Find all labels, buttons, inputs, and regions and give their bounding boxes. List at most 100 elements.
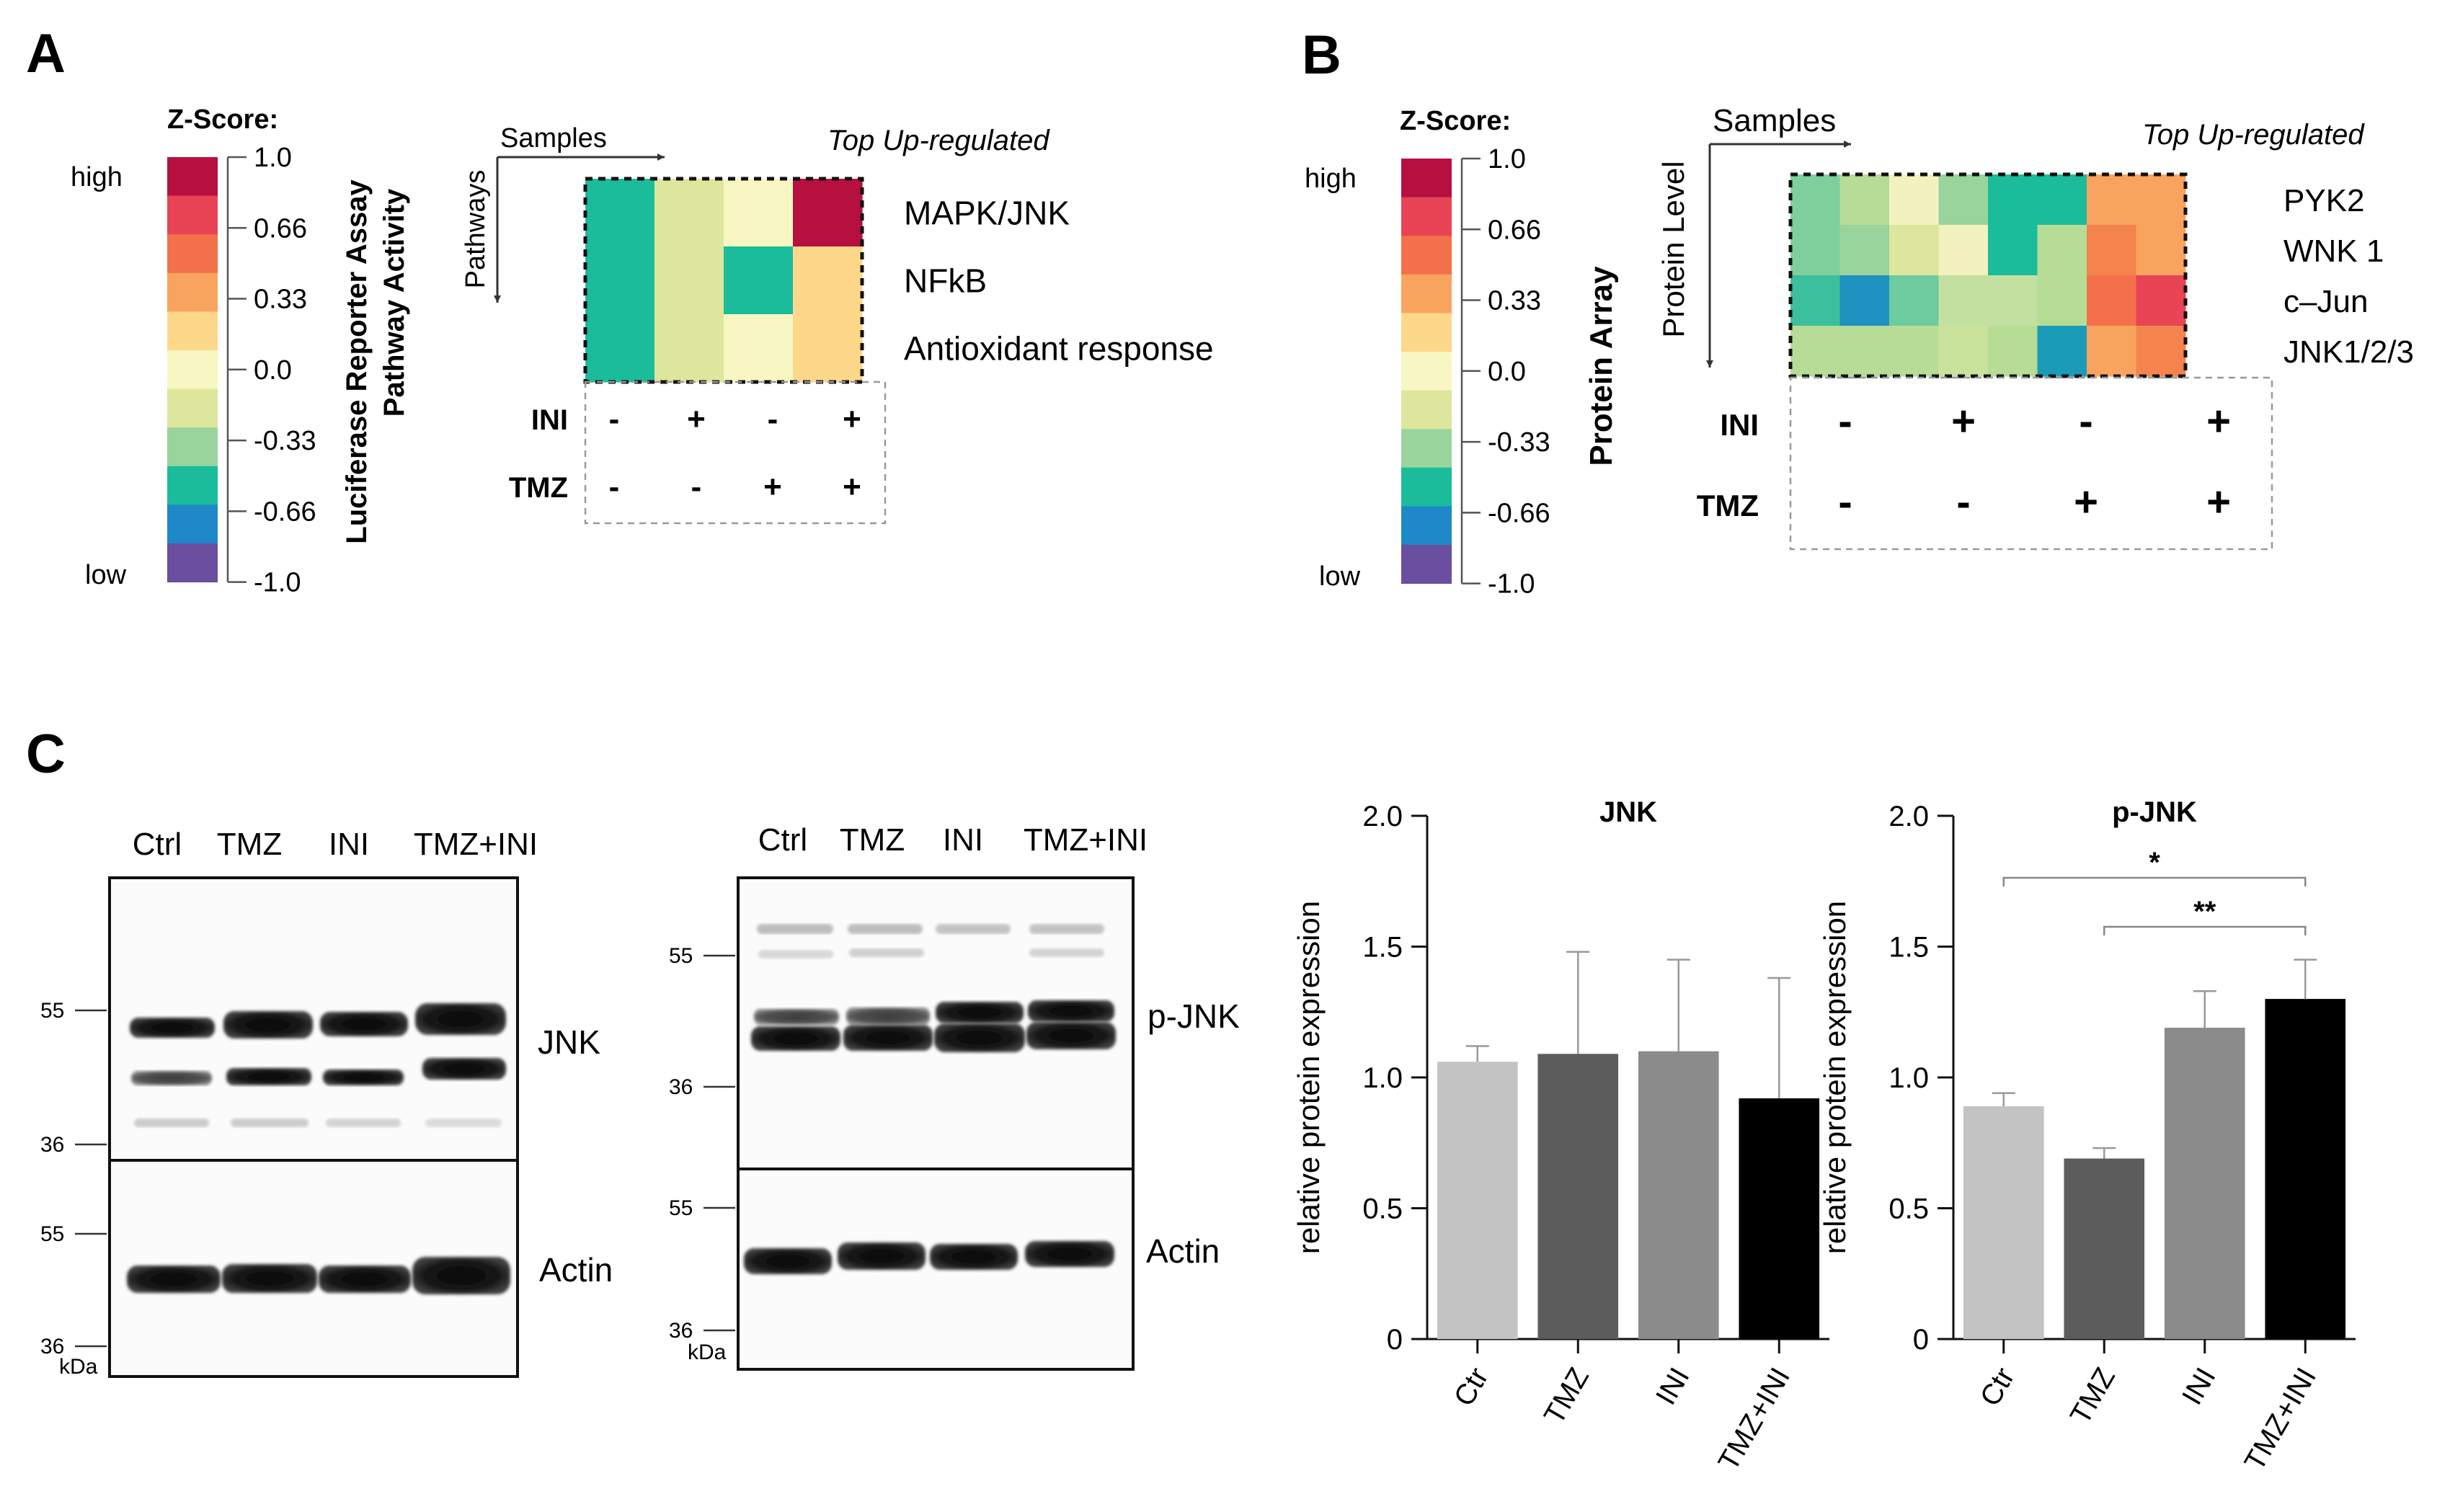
y-axis-label: relative protein expression <box>1818 901 1852 1254</box>
lane-label: INI <box>943 822 983 858</box>
x-tick-label: TMZ+INI <box>1713 1363 1796 1477</box>
treatment-sign: + <box>1951 398 1976 445</box>
significance-bracket <box>2103 925 2307 935</box>
band <box>1026 1022 1116 1049</box>
heatmap-cell <box>654 179 724 247</box>
legend-swatch <box>167 350 218 390</box>
treatment-sign: - <box>768 401 778 437</box>
heatmap-cell <box>724 314 794 383</box>
faint-band <box>849 948 924 957</box>
treatment-label: INI <box>1720 408 1759 442</box>
chart-title: JNK <box>1599 796 1657 828</box>
y-axis-title-line1: Luciferase Reporter Assay <box>341 179 373 544</box>
lane-label: Ctrl <box>758 822 807 858</box>
protein-level-label: Protein Level <box>1656 161 1690 337</box>
treatment-table: INI - + - + TMZ - - + + <box>1697 376 2273 551</box>
bar <box>2265 999 2346 1339</box>
heatmap-cell <box>2136 275 2186 326</box>
marker-36: 36 <box>40 1133 64 1157</box>
x-tick-label: TMZ+INI <box>2239 1363 2322 1477</box>
faint-band <box>231 1119 309 1127</box>
band <box>751 1026 840 1051</box>
treatment-sign: - <box>691 469 702 504</box>
treatment-sign: - <box>1838 479 1852 525</box>
heatmap-cell <box>1889 225 1940 276</box>
faint-band <box>758 950 833 959</box>
legend-swatch <box>167 272 218 312</box>
legend-tick-label: 0.66 <box>1488 215 1541 245</box>
heatmap-cell <box>2087 225 2137 276</box>
legend-title: Z-Score: <box>1400 106 1511 136</box>
legend-swatch <box>167 234 218 274</box>
bar <box>1537 1054 1619 1339</box>
legend-tick-label: 0.66 <box>254 213 307 244</box>
chart-title: p-JNK <box>2112 796 2197 828</box>
legend-low-label: low <box>85 560 127 590</box>
legend-swatch <box>1401 159 1452 198</box>
legend-swatch <box>167 543 218 583</box>
legend-title: Z-Score: <box>167 104 278 135</box>
heatmap-cell <box>654 246 724 315</box>
lane-label: TMZ+INI <box>1024 822 1148 858</box>
heatmap-cell <box>1938 174 1989 226</box>
panel-a-letter: A <box>26 23 66 84</box>
treatment-label: TMZ <box>509 472 568 504</box>
heatmap-cell <box>1938 326 1989 377</box>
heatmap-cell <box>1790 275 1841 326</box>
bar <box>2064 1158 2145 1339</box>
heatmap-cell <box>724 246 794 315</box>
treatment-sign: + <box>763 469 782 504</box>
legend-low-label: low <box>1319 561 1361 592</box>
legend-swatch <box>1401 467 1452 507</box>
y-tick-label: 1.0 <box>1888 1062 1929 1094</box>
legend-tick-label: -0.33 <box>1488 427 1550 458</box>
panel-c-letter: C <box>26 724 66 785</box>
band <box>131 1071 212 1085</box>
band <box>843 1025 933 1051</box>
y-axis-label: relative protein expression <box>1292 901 1326 1254</box>
band <box>934 1023 1025 1052</box>
legend-high-label: high <box>1305 164 1357 194</box>
y-tick-label: 2.0 <box>1888 801 1929 832</box>
heatmap-cell <box>1839 275 1890 326</box>
x-tick-label: TMZ <box>1538 1363 1595 1430</box>
x-tick-label: TMZ <box>2064 1363 2121 1430</box>
treatment-label: INI <box>531 404 568 436</box>
band <box>744 1248 832 1274</box>
heatmap-cell <box>1938 225 1989 276</box>
lane-label: TMZ <box>217 827 282 862</box>
x-tick-label: INI <box>2176 1363 2222 1410</box>
legend-swatch <box>1401 506 1452 546</box>
western-blot-jnk: Ctrl TMZ INI TMZ+INI <box>40 827 613 1379</box>
heatmap-cell <box>1889 326 1940 377</box>
kda-unit: kDa <box>59 1355 98 1379</box>
faint-band <box>757 924 833 934</box>
heatmap-row-label: JNK1/2/3 <box>2283 334 2414 370</box>
heatmap-cell <box>585 314 655 383</box>
band <box>936 1002 1024 1023</box>
treatment-sign: + <box>687 401 706 437</box>
heatmap-row-label: PYK2 <box>2283 183 2365 218</box>
heatmap-row-label: NFkB <box>904 262 987 300</box>
y-tick-label: 0 <box>1913 1324 1929 1356</box>
heatmap-cell <box>1790 225 1841 276</box>
actin-bands <box>127 1257 510 1294</box>
treatment-sign: + <box>843 469 861 504</box>
color-scale-ticks: 1.0 0.66 0.33 0.0 -0.33 -0.66 -1.0 <box>226 143 316 598</box>
heatmap-cell <box>1988 275 2038 326</box>
marker-ticks <box>75 1009 107 1348</box>
bar <box>1963 1106 2044 1339</box>
actin-bands <box>744 1241 1114 1274</box>
marker-36: 36 <box>40 1335 64 1358</box>
treatment-box <box>1789 376 2273 551</box>
heatmap-cell <box>1790 174 1841 226</box>
band <box>754 1009 839 1025</box>
legend-swatch <box>1401 274 1452 313</box>
legend-swatch <box>1401 236 1452 275</box>
legend-tick-label: -1.0 <box>254 568 301 598</box>
legend-swatch <box>167 388 218 428</box>
band <box>846 1008 930 1025</box>
band <box>412 1257 510 1294</box>
faint-band <box>326 1119 401 1127</box>
treatment-table: INI - + - + TMZ - - + + <box>509 381 887 525</box>
